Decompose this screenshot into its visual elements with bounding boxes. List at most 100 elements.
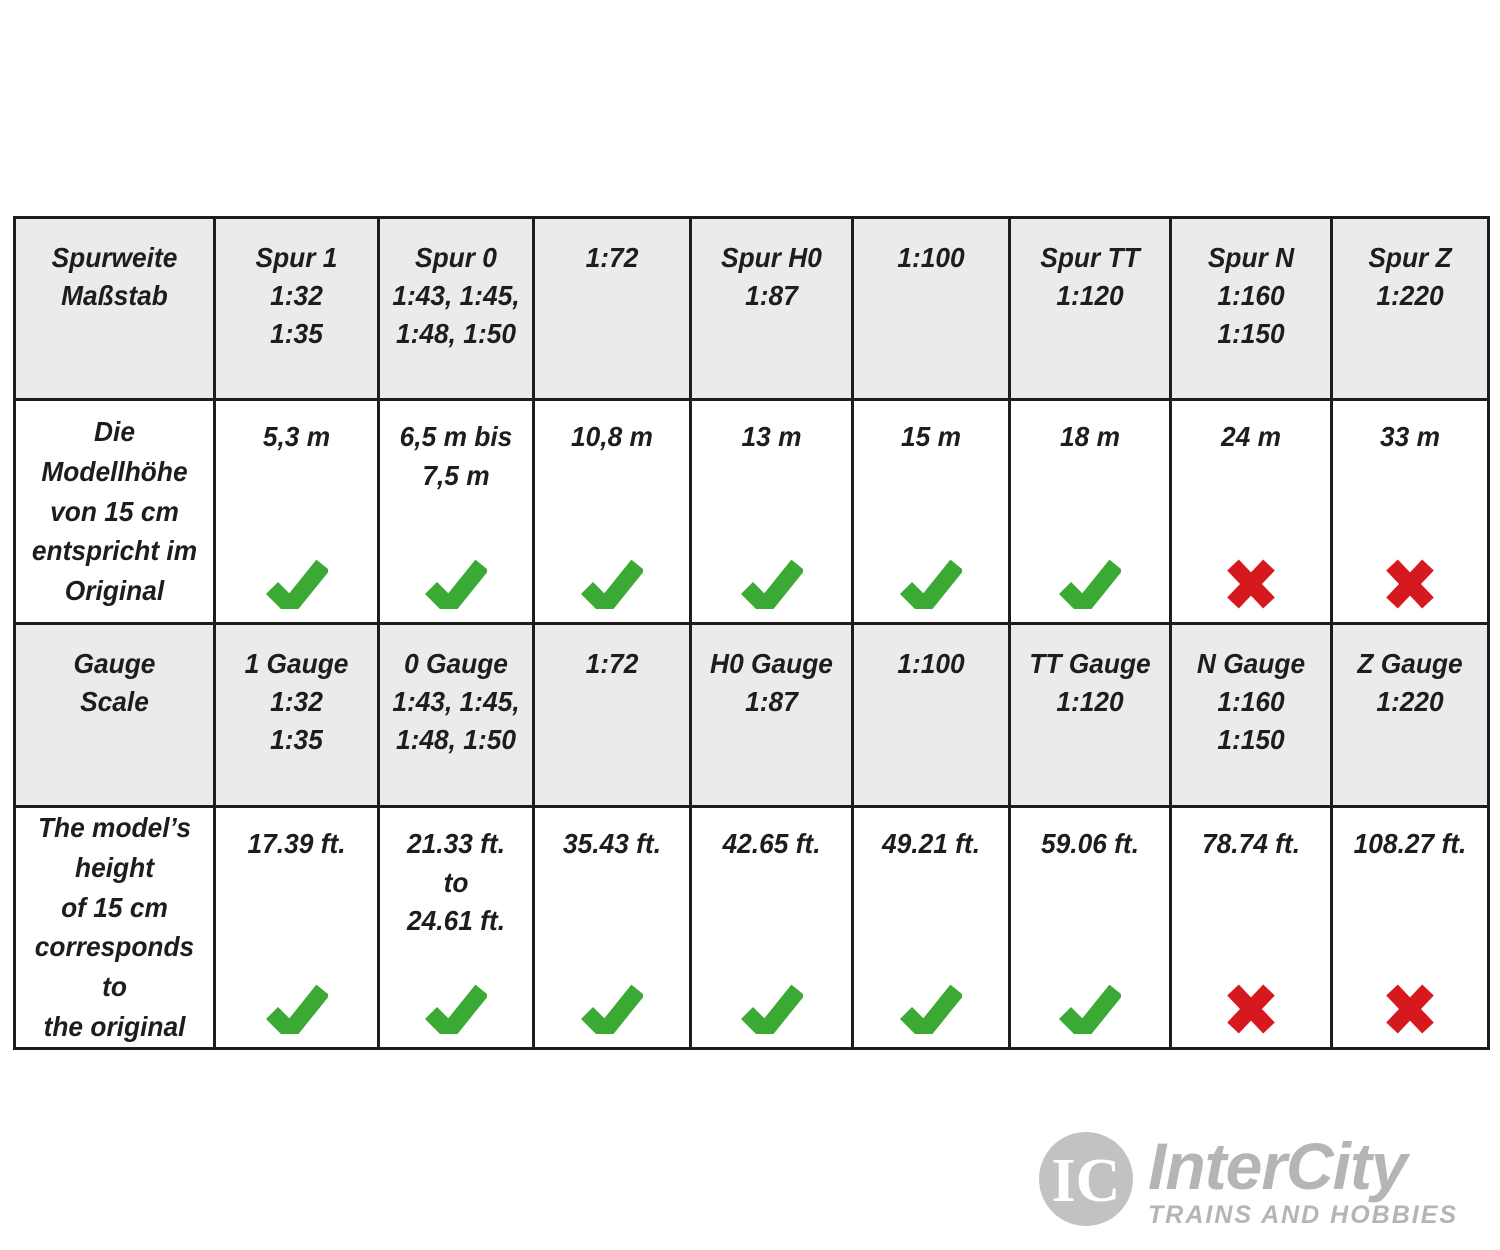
- value-text: 17.39 ft.: [247, 828, 346, 859]
- value-text: 49.21 ft.: [881, 828, 981, 859]
- header-cell-0-gauge: 0 Gauge 1:43, 1:45, 1:48, 1:50: [377, 622, 535, 808]
- header-text: 1:100: [897, 242, 965, 273]
- table-row-spurweite-header: Spurweite Maßstab Spur 1 1:32 1:35 Spur …: [13, 216, 1490, 401]
- header-text: 1:100: [897, 648, 965, 679]
- header-cell-spur-0: Spur 0 1:43, 1:45, 1:48, 1:50: [377, 216, 535, 401]
- header-cell-1-gauge: 1 Gauge 1:32 1:35: [213, 622, 380, 808]
- check-icon: [899, 984, 964, 1044]
- mark: [580, 559, 645, 619]
- header-cell-spurweite: Spurweite Maßstab: [13, 216, 216, 401]
- mark: [1384, 983, 1436, 1034]
- mark: [899, 559, 964, 619]
- row-label-cell-modellhoehe: Die Modellhöhe von 15 cm entspricht im O…: [13, 398, 216, 625]
- check-icon: [265, 559, 330, 619]
- cross-icon: [1386, 983, 1434, 1034]
- scale-comparison-table: Spurweite Maßstab Spur 1 1:32 1:35 Spur …: [13, 216, 1490, 1050]
- value-text: 59.06 ft.: [1040, 828, 1140, 859]
- header-cell-spur-h0: Spur H0 1:87: [689, 216, 854, 401]
- row-label-text: The model’s height of 15 cm corresponds …: [34, 812, 195, 1042]
- logo-name: InterCity: [1148, 1129, 1408, 1203]
- header-text: Spurweite Maßstab: [51, 242, 178, 312]
- table-row-height-ft: The model’s height of 15 cm corresponds …: [13, 805, 1490, 1050]
- cross-icon: [1227, 559, 1275, 609]
- check-icon: [740, 559, 805, 619]
- check-icon: [424, 984, 489, 1044]
- check-icon: [580, 984, 645, 1044]
- header-cell-h0-gauge: H0 Gauge 1:87: [689, 622, 854, 808]
- value-text: 78.74 ft.: [1201, 828, 1301, 859]
- value-cell: 17.39 ft.: [213, 805, 380, 1050]
- value-text: 13 m: [741, 421, 802, 452]
- value-cell: 42.65 ft.: [689, 805, 854, 1050]
- header-cell-spur-tt: Spur TT 1:120: [1008, 216, 1172, 401]
- logo-text-block: InterCity TRAINS AND HOBBIES: [1148, 1131, 1458, 1230]
- check-icon: [424, 559, 489, 619]
- check-icon: [740, 984, 805, 1044]
- value-cell: 108.27 ft.: [1330, 805, 1490, 1050]
- value-cell: 24 m: [1169, 398, 1333, 625]
- value-text: 33 m: [1379, 421, 1440, 452]
- mark: [1225, 559, 1277, 609]
- value-cell: 10,8 m: [532, 398, 692, 625]
- intercity-emblem-icon: IC: [1039, 1132, 1133, 1226]
- header-text: Spur N 1:160 1:150: [1207, 242, 1295, 350]
- value-cell: 15 m: [851, 398, 1011, 625]
- header-text: Z Gauge 1:220: [1357, 648, 1463, 718]
- mark: [740, 984, 805, 1044]
- value-text: 10,8 m: [571, 421, 653, 452]
- check-icon: [1058, 559, 1123, 619]
- mark: [740, 559, 805, 619]
- header-cell-1-100: 1:100: [851, 216, 1011, 401]
- value-text: 18 m: [1059, 421, 1120, 452]
- value-text: 35.43 ft.: [562, 828, 662, 859]
- header-text: Spur TT 1:120: [1040, 242, 1140, 312]
- header-text: 1:72: [585, 648, 639, 679]
- value-cell: 78.74 ft.: [1169, 805, 1333, 1050]
- value-cell: 6,5 m bis 7,5 m: [377, 398, 535, 625]
- value-text: 15 m: [900, 421, 961, 452]
- header-cell-z-gauge: Z Gauge 1:220: [1330, 622, 1490, 808]
- header-cell-1-100-en: 1:100: [851, 622, 1011, 808]
- header-text: Gauge Scale: [73, 648, 156, 718]
- header-cell-spur-n: Spur N 1:160 1:150: [1169, 216, 1333, 401]
- row-label-text: Die Modellhöhe von 15 cm entspricht im O…: [31, 416, 198, 607]
- header-text: Spur Z 1:220: [1368, 242, 1452, 312]
- header-text: TT Gauge 1:120: [1029, 648, 1151, 718]
- value-text: 6,5 m bis 7,5 m: [399, 421, 513, 491]
- header-text: H0 Gauge 1:87: [710, 648, 833, 718]
- table-row-modellhoehe: Die Modellhöhe von 15 cm entspricht im O…: [13, 398, 1490, 625]
- value-cell: 5,3 m: [213, 398, 380, 625]
- value-cell: 13 m: [689, 398, 854, 625]
- header-text: N Gauge 1:160 1:150: [1196, 648, 1306, 756]
- header-cell-tt-gauge: TT Gauge 1:120: [1008, 622, 1172, 808]
- value-text: 24 m: [1220, 421, 1281, 452]
- value-cell: 49.21 ft.: [851, 805, 1011, 1050]
- header-text: Spur 1 1:32 1:35: [255, 242, 338, 350]
- value-text: 5,3 m: [262, 421, 331, 452]
- mark: [1058, 559, 1123, 619]
- value-cell: 18 m: [1008, 398, 1172, 625]
- mark: [265, 559, 330, 619]
- header-text: 1:72: [585, 242, 639, 273]
- check-icon: [899, 559, 964, 619]
- value-cell: 33 m: [1330, 398, 1490, 625]
- cross-icon: [1227, 983, 1275, 1034]
- logo-tagline: TRAINS AND HOBBIES: [1148, 1201, 1459, 1229]
- value-text: 42.65 ft.: [722, 828, 821, 859]
- mark: [1225, 983, 1277, 1034]
- check-icon: [265, 984, 330, 1044]
- row-label-cell-height-ft: The model’s height of 15 cm corresponds …: [13, 805, 216, 1050]
- mark: [899, 984, 964, 1044]
- value-cell: 35.43 ft.: [532, 805, 692, 1050]
- mark: [424, 559, 489, 619]
- header-cell-spur-1: Spur 1 1:32 1:35: [213, 216, 380, 401]
- mark: [1058, 984, 1123, 1044]
- value-cell: 59.06 ft.: [1008, 805, 1172, 1050]
- header-cell-spur-z: Spur Z 1:220: [1330, 216, 1490, 401]
- header-cell-1-72-en: 1:72: [532, 622, 692, 808]
- header-text: 1 Gauge 1:32 1:35: [244, 648, 349, 756]
- mark: [424, 984, 489, 1044]
- check-icon: [1058, 984, 1123, 1044]
- header-cell-n-gauge: N Gauge 1:160 1:150: [1169, 622, 1333, 808]
- header-text: 0 Gauge 1:43, 1:45, 1:48, 1:50: [392, 648, 520, 756]
